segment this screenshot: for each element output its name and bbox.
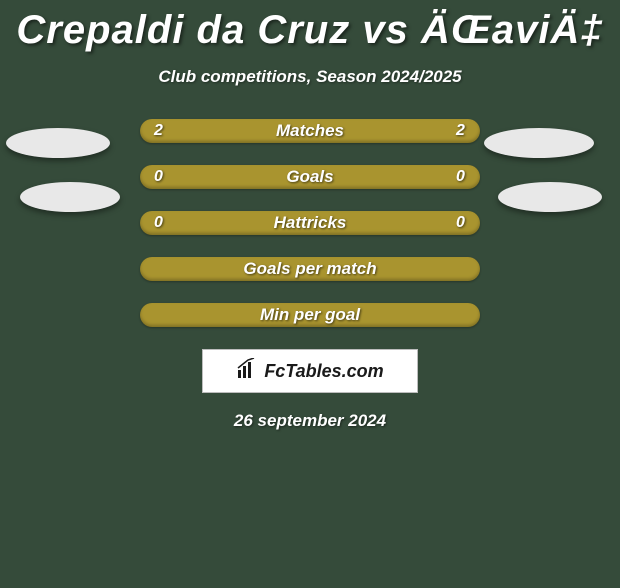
stat-bar-min-per-goal: Min per goal bbox=[140, 303, 480, 327]
stat-bar-goals-per-match: Goals per match bbox=[140, 257, 480, 281]
stat-label: Matches bbox=[276, 121, 344, 141]
stat-right-value: 0 bbox=[456, 168, 466, 186]
logo-text: FcTables.com bbox=[264, 361, 383, 382]
stat-left-value: 0 bbox=[154, 168, 164, 186]
stat-right-value: 0 bbox=[456, 214, 466, 232]
stat-label: Goals per match bbox=[243, 259, 376, 279]
chart-icon bbox=[236, 358, 258, 385]
stat-label: Min per goal bbox=[260, 305, 360, 325]
decor-ellipse-3 bbox=[498, 182, 602, 212]
decor-ellipse-1 bbox=[20, 182, 120, 212]
stat-bar-matches: 2 Matches 2 bbox=[140, 119, 480, 143]
subtitle: Club competitions, Season 2024/2025 bbox=[0, 67, 620, 87]
page-title: Crepaldi da Cruz vs ÄŒaviÄ‡ bbox=[0, 8, 620, 53]
stat-bar-hattricks: 0 Hattricks 0 bbox=[140, 211, 480, 235]
stat-bar-goals: 0 Goals 0 bbox=[140, 165, 480, 189]
date-text: 26 september 2024 bbox=[0, 411, 620, 431]
logo-box: FcTables.com bbox=[202, 349, 418, 393]
decor-ellipse-2 bbox=[484, 128, 594, 158]
stat-left-value: 0 bbox=[154, 214, 164, 232]
decor-ellipse-0 bbox=[6, 128, 110, 158]
stat-right-value: 2 bbox=[456, 122, 466, 140]
stat-label: Goals bbox=[286, 167, 333, 187]
stat-left-value: 2 bbox=[154, 122, 164, 140]
stat-label: Hattricks bbox=[274, 213, 347, 233]
